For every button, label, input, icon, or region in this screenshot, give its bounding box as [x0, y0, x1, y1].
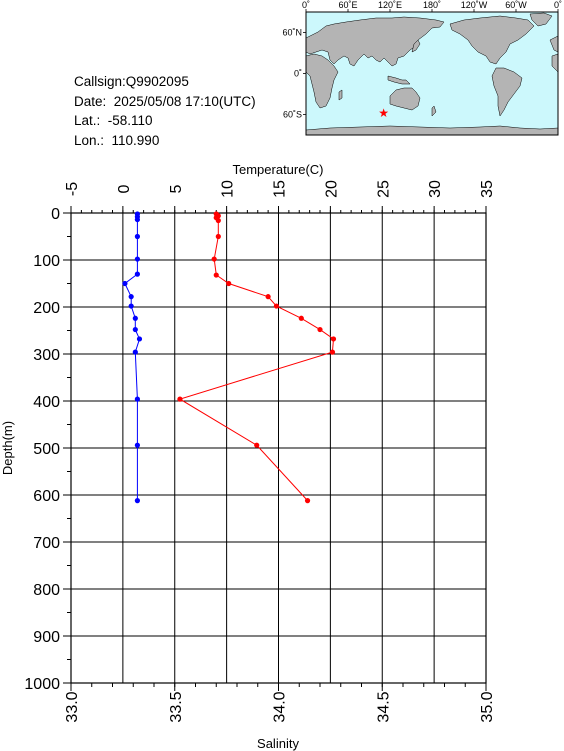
- temperature-tick-label: 25: [375, 180, 392, 198]
- salinity-point: [134, 271, 140, 277]
- salinity-point: [134, 442, 140, 448]
- map-lon-label: 180˚: [423, 0, 441, 10]
- map-lat-label: 0˚: [294, 69, 302, 79]
- temperature-axis-title: Temperature(C): [232, 162, 323, 177]
- world-map: 0˚ 60˚E 120˚E 180˚ 120˚W 60˚W 0˚ 60˚N 0˚ 60˚S ★: [282, 0, 562, 136]
- map-lat-label: 60˚N: [282, 28, 302, 38]
- salinity-point: [132, 315, 138, 321]
- temperature-tick-label: 10: [220, 180, 237, 198]
- salinity-point: [132, 326, 138, 333]
- date: Date: 2025/05/08 17:10(UTC): [74, 93, 256, 109]
- salinity-tick-label: 33.5: [168, 691, 185, 722]
- salinity-tick-label: 34.5: [375, 691, 392, 722]
- land-south-america: [491, 67, 523, 117]
- land-new-zealand: [431, 105, 437, 117]
- temperature-point: [177, 396, 183, 402]
- temperature-tick-label: 35: [479, 180, 496, 198]
- salinity-point: [134, 256, 140, 262]
- salinity-point: [134, 216, 140, 223]
- profile-plot: -5 0 5 10 15 20 25 30 35 33.0 33.5 34.0 34.5 35.0 0 1…: [0, 162, 496, 751]
- map-left-labels: 60˚N 0˚ 60˚S: [282, 28, 302, 120]
- temperature-point: [213, 272, 219, 278]
- land-north-america: [449, 15, 535, 65]
- salinity-point: [134, 498, 140, 504]
- station-info: Callsign:Q9902095 Date: 2025/05/08 17:10…: [74, 72, 256, 150]
- map-ticks: [303, 9, 559, 115]
- salinity-point: [128, 294, 134, 300]
- temperature-point: [254, 442, 260, 448]
- depth-tick-label: 300: [33, 347, 60, 364]
- salinity-tick-label: 34.0: [272, 691, 289, 722]
- salinity-tick-labels: 33.0 33.5 34.0 34.5 35.0: [64, 691, 496, 722]
- station-marker: ★: [378, 106, 389, 120]
- map-land: [305, 12, 559, 136]
- temperature-tick-label: 15: [272, 180, 289, 198]
- salinity-line: [124, 213, 141, 501]
- temperature-tick-label: 30: [427, 180, 444, 198]
- land-japan: [411, 39, 421, 53]
- land-eurasia: [305, 16, 445, 67]
- depth-tick-labels: 0 100 200 300 400 500 600 700 800 900 1000: [24, 206, 60, 693]
- salinity-point: [134, 233, 140, 240]
- salinity-point: [134, 396, 140, 402]
- temperature-point: [330, 336, 337, 342]
- temperature-point: [211, 256, 217, 262]
- land-indonesia: [387, 75, 411, 85]
- depth-axis-title: Depth(m): [0, 421, 15, 475]
- temperature-tick-label: -5: [64, 182, 81, 196]
- temperature-point: [226, 280, 232, 287]
- map-lon-label: 60˚E: [338, 0, 357, 10]
- depth-tick-label: 600: [33, 488, 60, 505]
- temperature-tick-labels: -5 0 5 10 15 20 25 30 35: [64, 180, 496, 198]
- temperature-tick-label: 5: [168, 184, 185, 193]
- depth-tick-label: 0: [51, 206, 60, 223]
- land-australia: [389, 87, 421, 111]
- longitude: Lon.: 110.990: [74, 132, 160, 148]
- temperature-point: [215, 217, 221, 224]
- depth-tick-label: 1000: [24, 676, 60, 693]
- map-lat-label: 60˚S: [283, 110, 302, 120]
- map-lon-label: 0˚: [302, 0, 310, 10]
- depth-tick-label: 200: [33, 300, 60, 317]
- salinity-tick-label: 35.0: [479, 691, 496, 722]
- depth-tick-label: 800: [33, 582, 60, 599]
- latitude: Lat.: -58.110: [74, 113, 153, 128]
- map-lon-label: 120˚W: [461, 0, 488, 10]
- temperature-point: [329, 349, 336, 355]
- temperature-point: [273, 303, 280, 309]
- land-madagascar: [338, 89, 343, 101]
- depth-tick-label: 500: [33, 441, 60, 458]
- salinity-point: [136, 336, 143, 342]
- salinity-axis-title: Salinity: [257, 736, 299, 751]
- land-africa: [305, 53, 339, 109]
- map-lon-label: 0˚: [554, 0, 562, 10]
- land-greenland: [529, 12, 553, 27]
- temperature-point: [317, 326, 323, 333]
- salinity-point: [132, 349, 138, 355]
- depth-tick-label: 100: [33, 253, 60, 270]
- salinity-tick-label: 33.0: [64, 691, 81, 722]
- depth-tick-label: 700: [33, 535, 60, 552]
- salinity-point: [128, 303, 134, 309]
- temperature-point: [265, 294, 271, 300]
- map-lon-label: 120˚E: [378, 0, 402, 10]
- salinity-point: [122, 280, 128, 287]
- series-group: [122, 211, 337, 504]
- temperature-point: [304, 498, 311, 504]
- temperature-point: [215, 233, 221, 240]
- temperature-tick-label: 20: [323, 180, 340, 198]
- map-top-labels: 0˚ 60˚E 120˚E 180˚ 120˚W 60˚W 0˚: [302, 0, 562, 10]
- callsign: Callsign:Q9902095: [74, 74, 189, 89]
- temperature-tick-label: 0: [116, 184, 133, 193]
- map-lon-label: 60˚W: [505, 0, 527, 10]
- depth-tick-label: 400: [33, 394, 60, 411]
- temperature-point: [298, 315, 304, 321]
- depth-tick-label: 900: [33, 629, 60, 646]
